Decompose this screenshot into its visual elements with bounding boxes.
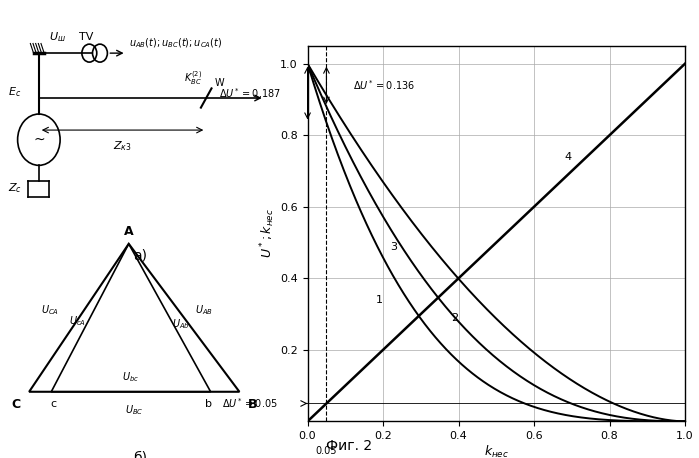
3: [613, 414, 621, 419]
Y-axis label: $U^*; k_{нес}$: $U^*; k_{нес}$: [259, 209, 278, 258]
Text: 1: 1: [375, 295, 382, 305]
1: [613, 418, 621, 423]
1: [672, 419, 680, 424]
Text: $Z_c$: $Z_c$: [8, 181, 22, 195]
Text: $U_{bc}$: $U_{bc}$: [122, 371, 140, 384]
2: [681, 419, 689, 424]
1: [482, 381, 491, 387]
Text: $K_{BC}^{(2)}$: $K_{BC}^{(2)}$: [184, 69, 202, 87]
Line: 4: 4: [308, 64, 685, 421]
4: [672, 70, 680, 75]
Text: c: c: [50, 399, 57, 409]
Text: б): б): [133, 450, 147, 458]
Text: b: b: [205, 399, 212, 409]
Text: A: A: [124, 225, 134, 238]
Line: 3: 3: [308, 64, 685, 421]
Text: $\Delta U^*{=}0.136$: $\Delta U^*{=}0.136$: [353, 78, 415, 92]
Text: $U_{Ab}$: $U_{Ab}$: [172, 317, 189, 331]
Text: 2: 2: [451, 313, 458, 323]
3: [485, 349, 493, 354]
3: [528, 382, 536, 387]
4: [528, 206, 536, 211]
2: [613, 402, 621, 408]
X-axis label: $k_{нес}$: $k_{нес}$: [484, 444, 509, 458]
Text: $u_{AB}(t); u_{BC}(t); u_{CA}(t)$: $u_{AB}(t); u_{BC}(t); u_{CA}(t)$: [129, 37, 222, 50]
4: [485, 246, 493, 252]
Text: ~: ~: [33, 133, 45, 147]
3: [303, 61, 312, 66]
1: [303, 61, 312, 66]
Text: W: W: [214, 78, 224, 88]
1: [528, 403, 536, 409]
Text: $U_{cA}$: $U_{cA}$: [69, 314, 85, 327]
Text: $U_{AB}$: $U_{AB}$: [195, 304, 213, 317]
4: [507, 225, 516, 230]
2: [507, 331, 516, 336]
3: [507, 368, 516, 373]
1: [681, 419, 689, 424]
Line: 1: 1: [308, 64, 685, 421]
3: [482, 347, 491, 353]
3: [672, 419, 680, 424]
1: [485, 382, 493, 388]
4: [482, 249, 491, 254]
Text: $U_{ш}$: $U_{ш}$: [50, 30, 66, 44]
Text: TV: TV: [80, 32, 94, 42]
2: [485, 309, 493, 314]
Text: $U_{BC}$: $U_{BC}$: [125, 403, 143, 417]
Text: B: B: [248, 398, 258, 411]
2: [482, 306, 491, 312]
Text: 0.05: 0.05: [316, 447, 337, 457]
4: [303, 419, 312, 424]
Line: 2: 2: [308, 64, 685, 421]
Text: $\Delta U^*{=}0.05$: $\Delta U^*{=}0.05$: [222, 397, 278, 410]
3: [681, 419, 689, 424]
Text: $U_{CA}$: $U_{CA}$: [41, 304, 59, 317]
1: [507, 395, 516, 401]
Text: $E_c$: $E_c$: [8, 85, 22, 98]
Text: 4: 4: [564, 152, 571, 162]
Text: Фиг. 2: Фиг. 2: [326, 439, 373, 453]
Text: а): а): [133, 249, 147, 263]
2: [303, 61, 312, 66]
4: [681, 61, 689, 66]
4: [613, 125, 621, 131]
Text: $\Delta U^*{=}0.187$: $\Delta U^*{=}0.187$: [219, 86, 281, 100]
Text: C: C: [11, 398, 20, 411]
2: [672, 418, 680, 424]
Text: $Z_{к3}$: $Z_{к3}$: [113, 140, 132, 153]
Text: 3: 3: [391, 242, 398, 252]
2: [528, 349, 536, 354]
